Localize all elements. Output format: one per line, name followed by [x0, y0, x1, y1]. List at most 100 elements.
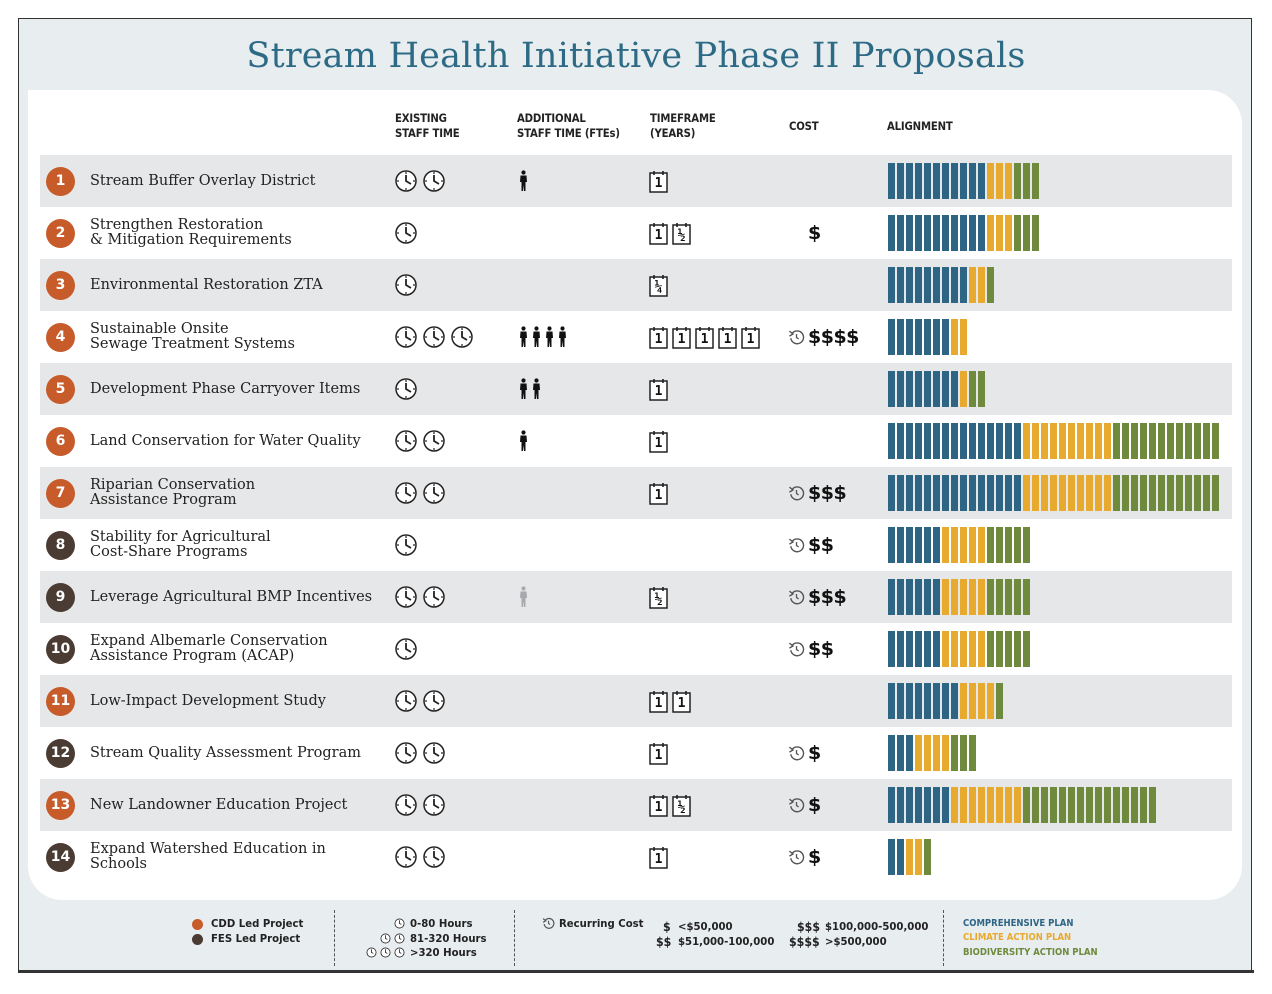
climate-segment	[924, 735, 931, 771]
alignment-bar	[888, 735, 978, 771]
additional-staff-time	[518, 155, 531, 207]
comprehensive-segment	[906, 579, 913, 615]
clock-icon	[366, 947, 377, 958]
calendar-icon: 1	[649, 846, 668, 869]
alignment-bar	[888, 683, 1005, 719]
comprehensive-segment	[888, 475, 895, 511]
comprehensive-segment	[924, 163, 931, 199]
biodiversity-segment	[1104, 787, 1111, 823]
climate-segment	[960, 527, 967, 563]
legend-fes: FES Led Project	[211, 932, 301, 945]
comprehensive-segment	[1005, 475, 1012, 511]
comprehensive-segment	[897, 787, 904, 823]
calendar-icon: 1	[649, 222, 668, 245]
climate-segment	[942, 527, 949, 563]
project-name-line: Land Conservation for Water Quality	[90, 432, 361, 449]
climate-segment	[1068, 475, 1075, 511]
timeframe: 1	[649, 155, 672, 207]
biodiversity-segment	[1203, 423, 1210, 459]
timeframe-years: 1	[746, 331, 755, 347]
climate-segment	[987, 163, 994, 199]
timeframe: ¼	[649, 259, 672, 311]
biodiversity-segment	[996, 527, 1003, 563]
biodiversity-segment	[1005, 579, 1012, 615]
biodiversity-segment	[1014, 163, 1021, 199]
comprehensive-segment	[906, 215, 913, 251]
comprehensive-segment	[933, 579, 940, 615]
biodiversity-segment	[1077, 787, 1084, 823]
legend-recurring: Recurring Cost	[559, 917, 644, 930]
project-name: Stream Quality Assessment Program	[90, 727, 380, 779]
climate-segment	[1086, 475, 1093, 511]
calendar-frame	[672, 794, 691, 817]
comprehensive-segment	[888, 319, 895, 355]
cost-symbol: $	[808, 222, 821, 244]
comprehensive-segment	[915, 215, 922, 251]
comprehensive-segment	[897, 475, 904, 511]
timeframe-years: 1	[654, 695, 663, 711]
biodiversity-segment	[1023, 631, 1030, 667]
climate-segment	[1005, 163, 1012, 199]
legend-divider	[943, 910, 944, 966]
calendar-icon: 1	[695, 326, 714, 349]
comprehensive-segment	[924, 319, 931, 355]
calendar-icon: 1	[718, 326, 737, 349]
recurring-icon	[788, 849, 805, 864]
header-existing-staff: EXISTING STAFF TIME	[395, 111, 460, 140]
comprehensive-segment	[888, 839, 895, 875]
climate-segment	[969, 527, 976, 563]
climate-segment	[1104, 475, 1111, 511]
table-row: 9 Leverage Agricultural BMP Incentives ½ $$…	[40, 571, 1232, 623]
biodiversity-segment	[1014, 579, 1021, 615]
climate-segment	[1050, 423, 1057, 459]
comprehensive-segment	[942, 267, 949, 303]
clock-icon	[395, 222, 417, 244]
calendar-frame	[649, 846, 668, 869]
comprehensive-segment	[906, 423, 913, 459]
biodiversity-segment	[1149, 475, 1156, 511]
page-title: Stream Health Initiative Phase II Propos…	[246, 36, 1026, 76]
alignment	[888, 571, 1032, 623]
clock-icon	[395, 534, 417, 556]
comprehensive-segment	[897, 163, 904, 199]
climate-segment	[969, 267, 976, 303]
biodiversity-segment	[951, 735, 958, 771]
biodiversity-segment	[1005, 631, 1012, 667]
calendar-frame	[695, 326, 714, 349]
comprehensive-segment	[906, 267, 913, 303]
biodiversity-segment	[1140, 423, 1147, 459]
biodiversity-segment	[1203, 475, 1210, 511]
alignment	[888, 155, 1041, 207]
calendar-icon: 1	[649, 482, 668, 505]
project-name: Riparian Conservation Assistance Program	[90, 467, 380, 519]
comprehensive-segment	[942, 215, 949, 251]
comprehensive-segment	[978, 163, 985, 199]
climate-segment	[1005, 787, 1012, 823]
calendar-icon: 1	[672, 690, 691, 713]
clock-icon	[395, 794, 417, 816]
project-name-line: Stream Quality Assessment Program	[90, 744, 361, 761]
climate-segment	[978, 631, 985, 667]
alignment	[888, 207, 1041, 259]
legend-hours-1: 0-80 Hours	[410, 917, 473, 930]
comprehensive-segment	[951, 475, 958, 511]
comprehensive-segment	[888, 683, 895, 719]
biodiversity-segment	[1149, 423, 1156, 459]
project-number-badge: 11	[46, 687, 75, 716]
biodiversity-segment	[996, 683, 1003, 719]
climate-segment	[978, 267, 985, 303]
alignment-bar	[888, 527, 1032, 563]
comprehensive-segment	[942, 787, 949, 823]
project-name: Expand Watershed Education in Schools	[90, 831, 380, 883]
biodiversity-segment	[1131, 787, 1138, 823]
biodiversity-segment	[1014, 215, 1021, 251]
comprehensive-segment	[942, 475, 949, 511]
timeframe-years: ½	[677, 227, 686, 243]
cost-symbol: $$	[808, 534, 834, 556]
comprehensive-segment	[960, 215, 967, 251]
calendar-icon: 1	[649, 430, 668, 453]
calendar-frame	[649, 222, 668, 245]
clock-icon	[380, 947, 391, 958]
comprehensive-segment	[951, 267, 958, 303]
